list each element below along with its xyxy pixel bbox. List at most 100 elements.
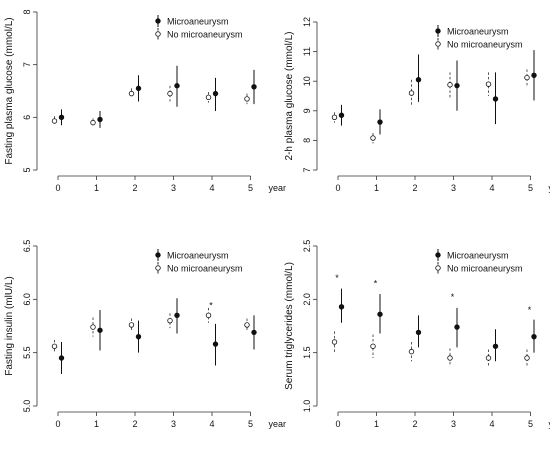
- data-point-filled: [59, 115, 64, 120]
- x-tick-label: 2: [132, 183, 137, 193]
- significance-star: *: [209, 301, 213, 311]
- y-tick-label: 7: [302, 167, 312, 172]
- y-tick-label: 6.5: [22, 240, 32, 253]
- y-tick-label: 12: [302, 17, 312, 27]
- y-tick-label: 5: [22, 167, 32, 172]
- x-tick-label: 4: [489, 419, 494, 429]
- y-axis-label: Serum triglycerides (mmol/L): [284, 262, 295, 390]
- data-point-open: [91, 120, 96, 125]
- data-point-filled: [136, 86, 141, 91]
- legend-marker-open: [156, 266, 161, 271]
- significance-star: *: [374, 278, 378, 288]
- y-tick-label: 1.5: [302, 346, 312, 359]
- series-microaneurysm: [59, 66, 256, 128]
- x-tick-label: 0: [335, 183, 340, 193]
- y-tick-label: 5.0: [22, 400, 32, 413]
- legend: Microaneurysm No microaneurysm: [436, 249, 523, 274]
- x-tick-label: 0: [55, 419, 60, 429]
- legend-label: No microaneurysm: [447, 40, 523, 50]
- series-no-microaneurysm: [332, 69, 529, 143]
- data-point-open: [371, 344, 376, 349]
- data-point-filled: [213, 91, 218, 96]
- significance-star: *: [451, 292, 455, 302]
- x-tick-label: 3: [171, 419, 176, 429]
- data-point-open: [448, 356, 453, 361]
- y-tick-label: 7: [22, 62, 32, 67]
- legend-marker-filled: [436, 29, 441, 34]
- legend-marker-filled: [156, 253, 161, 258]
- y-tick-label: 11: [302, 47, 312, 56]
- legend-marker-open: [436, 42, 441, 47]
- data-point-filled: [493, 344, 498, 349]
- y-tick-label: 10: [302, 76, 312, 86]
- series-microaneurysm: [339, 50, 536, 134]
- y-tick-label: 8: [302, 138, 312, 143]
- y-tick-label: 2.0: [302, 293, 312, 306]
- data-point-open: [245, 97, 250, 102]
- data-point-filled: [98, 328, 103, 333]
- x-tick-label: 5: [248, 183, 253, 193]
- x-tick-label: 0: [55, 183, 60, 193]
- data-point-filled: [339, 305, 344, 310]
- x-tick-label: 4: [489, 183, 494, 193]
- significance-star: *: [528, 305, 532, 315]
- x-tick-label: 3: [451, 183, 456, 193]
- data-point-filled: [59, 356, 64, 361]
- legend-label: Microaneurysm: [447, 251, 509, 261]
- x-tick-label: 1: [94, 419, 99, 429]
- legend: Microaneurysm No microaneurysm: [436, 25, 523, 50]
- data-point-filled: [416, 330, 421, 335]
- x-tick-label: 2: [412, 419, 417, 429]
- legend-label: No microaneurysm: [447, 264, 523, 274]
- y-tick-label: 5.5: [22, 346, 32, 359]
- x-tick-label: 3: [451, 419, 456, 429]
- data-point-filled: [98, 117, 103, 122]
- data-point-open: [245, 323, 250, 328]
- x-tick-label: 0: [335, 419, 340, 429]
- data-point-open: [206, 313, 211, 318]
- data-point-filled: [455, 83, 460, 88]
- y-axis-label: Fasting insulin (mlU/L): [4, 276, 15, 375]
- legend-marker-open: [436, 266, 441, 271]
- legend-label: Microaneurysm: [167, 17, 229, 27]
- series-no-microaneurysm: [332, 331, 529, 366]
- data-point-filled: [378, 312, 383, 317]
- legend-label: No microaneurysm: [167, 30, 243, 40]
- y-tick-label: 8: [22, 9, 32, 14]
- data-point-open: [371, 136, 376, 141]
- data-point-open: [332, 340, 337, 345]
- legend-marker-filled: [436, 253, 441, 258]
- data-point-filled: [252, 84, 257, 89]
- x-tick-label: 4: [209, 183, 214, 193]
- data-point-open: [52, 344, 57, 349]
- data-point-open: [168, 318, 173, 323]
- data-point-filled: [136, 334, 141, 339]
- data-point-open: [448, 82, 453, 87]
- x-tick-label: 1: [374, 183, 379, 193]
- data-point-filled: [532, 73, 537, 78]
- data-point-filled: [175, 83, 180, 88]
- x-tick-label: 2: [412, 183, 417, 193]
- x-tick-label: 3: [171, 183, 176, 193]
- legend-marker-filled: [156, 19, 161, 24]
- legend-marker-open: [156, 32, 161, 37]
- y-tick-label: 6.0: [22, 293, 32, 306]
- series-microaneurysm: [59, 298, 256, 374]
- legend-label: Microaneurysm: [447, 27, 509, 37]
- x-tick-label: 5: [248, 419, 253, 429]
- x-tick-label: 4: [209, 419, 214, 429]
- x-tick-label: 2: [132, 419, 137, 429]
- data-point-filled: [378, 120, 383, 125]
- x-tick-label: 1: [94, 183, 99, 193]
- y-axis-label: Fasting plasma glucose (mmol/L): [4, 17, 15, 164]
- y-tick-label: 1.0: [302, 400, 312, 413]
- series-no-microaneurysm: [52, 308, 249, 353]
- legend: Microaneurysm No microaneurysm: [156, 15, 243, 40]
- data-point-open: [409, 349, 414, 354]
- data-point-filled: [175, 313, 180, 318]
- data-point-open: [525, 75, 530, 80]
